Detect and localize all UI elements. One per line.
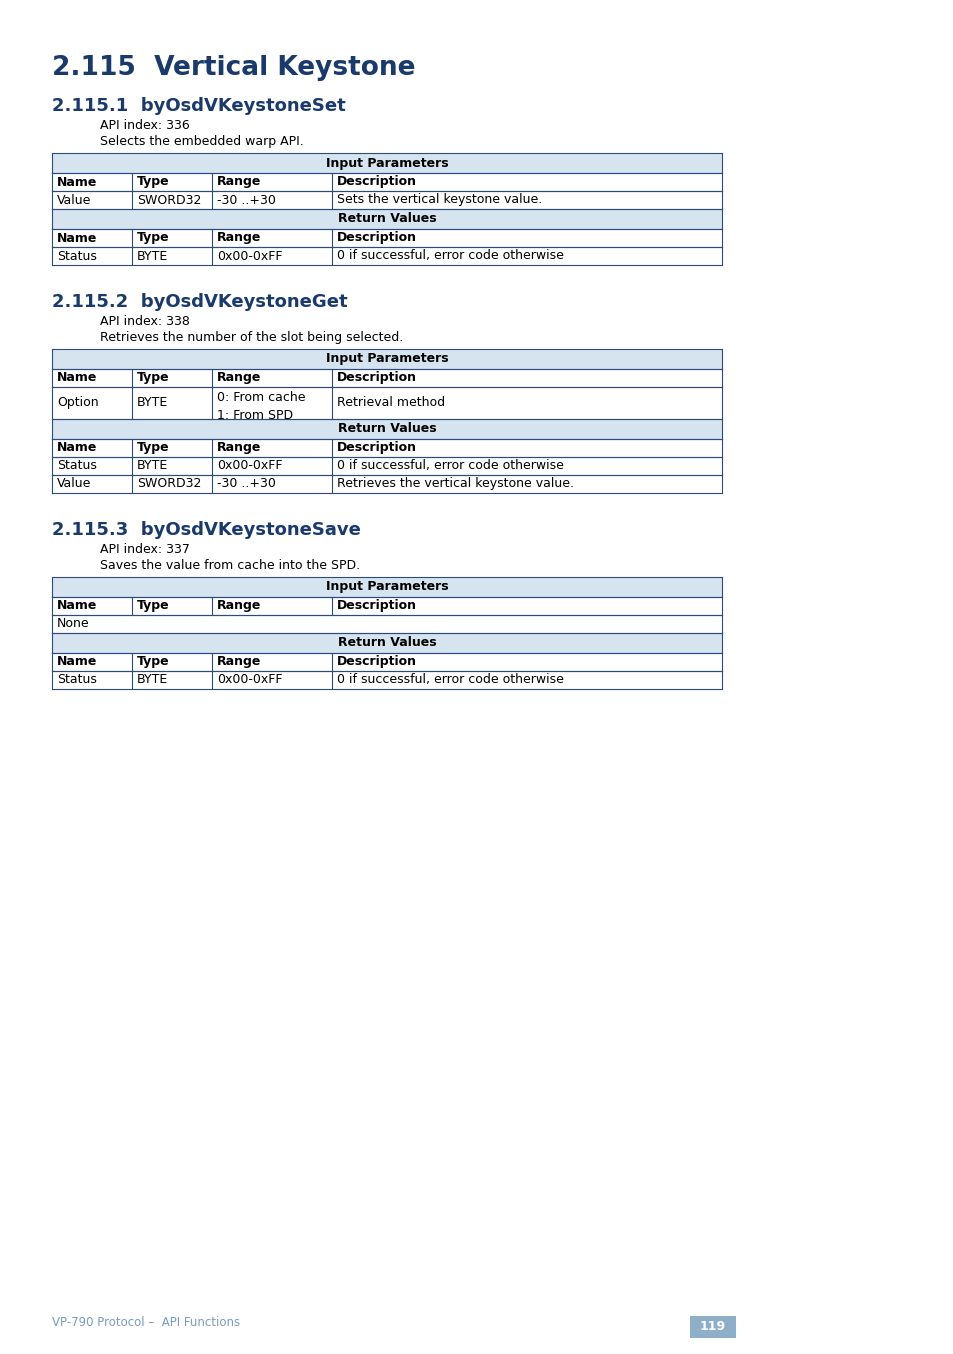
Text: Return Values: Return Values: [337, 213, 436, 226]
Text: 0x00-0xFF: 0x00-0xFF: [216, 249, 282, 263]
Bar: [689, 1316, 735, 1338]
Text: Type: Type: [137, 371, 170, 385]
Text: Range: Range: [216, 371, 261, 385]
Text: Type: Type: [137, 441, 170, 455]
Text: 0 if successful, error code otherwise: 0 if successful, error code otherwise: [336, 673, 563, 686]
Text: 0x00-0xFF: 0x00-0xFF: [216, 673, 282, 686]
Text: Input Parameters: Input Parameters: [325, 157, 448, 169]
Text: Sets the vertical keystone value.: Sets the vertical keystone value.: [336, 194, 541, 207]
Text: Value: Value: [57, 194, 91, 207]
Text: Retrieves the number of the slot being selected.: Retrieves the number of the slot being s…: [100, 330, 403, 344]
Text: Input Parameters: Input Parameters: [325, 581, 448, 593]
Text: SWORD32: SWORD32: [137, 194, 201, 207]
Text: Retrieves the vertical keystone value.: Retrieves the vertical keystone value.: [336, 478, 574, 490]
Text: Description: Description: [336, 600, 416, 612]
Text: BYTE: BYTE: [137, 397, 168, 409]
Text: 0 if successful, error code otherwise: 0 if successful, error code otherwise: [336, 459, 563, 473]
Bar: [52, 634, 721, 653]
Text: 2.115  Vertical Keystone: 2.115 Vertical Keystone: [52, 56, 416, 81]
Bar: [52, 209, 721, 229]
Bar: [52, 153, 721, 173]
Text: API index: 338: API index: 338: [100, 315, 190, 328]
Bar: [52, 349, 721, 370]
Text: Retrieval method: Retrieval method: [336, 397, 445, 409]
Text: Option: Option: [57, 397, 98, 409]
Text: Name: Name: [57, 441, 97, 455]
Text: 2.115.3  byOsdVKeystoneSave: 2.115.3 byOsdVKeystoneSave: [52, 521, 360, 539]
Text: Value: Value: [57, 478, 91, 490]
Text: Description: Description: [336, 371, 416, 385]
Text: Description: Description: [336, 232, 416, 245]
Text: Description: Description: [336, 441, 416, 455]
Text: 0x00-0xFF: 0x00-0xFF: [216, 459, 282, 473]
Text: -30 ..+30: -30 ..+30: [216, 194, 275, 207]
Text: Range: Range: [216, 600, 261, 612]
Text: SWORD32: SWORD32: [137, 478, 201, 490]
Text: 0: From cache: 0: From cache: [216, 391, 305, 403]
Text: -30 ..+30: -30 ..+30: [216, 478, 275, 490]
Text: 2.115.2  byOsdVKeystoneGet: 2.115.2 byOsdVKeystoneGet: [52, 292, 347, 311]
Text: API index: 336: API index: 336: [100, 119, 190, 131]
Text: Type: Type: [137, 176, 170, 188]
Text: Selects the embedded warp API.: Selects the embedded warp API.: [100, 135, 303, 148]
Text: Name: Name: [57, 371, 97, 385]
Bar: [52, 577, 721, 597]
Text: 1: From SPD: 1: From SPD: [216, 409, 293, 422]
Text: Description: Description: [336, 176, 416, 188]
Text: Type: Type: [137, 232, 170, 245]
Text: Name: Name: [57, 176, 97, 188]
Text: Type: Type: [137, 600, 170, 612]
Text: 0 if successful, error code otherwise: 0 if successful, error code otherwise: [336, 249, 563, 263]
Text: Name: Name: [57, 232, 97, 245]
Text: VP-790 Protocol –  API Functions: VP-790 Protocol – API Functions: [52, 1316, 240, 1328]
Text: Name: Name: [57, 655, 97, 669]
Text: Name: Name: [57, 600, 97, 612]
Text: 119: 119: [700, 1320, 725, 1334]
Text: Range: Range: [216, 655, 261, 669]
Text: Type: Type: [137, 655, 170, 669]
Text: BYTE: BYTE: [137, 249, 168, 263]
Text: BYTE: BYTE: [137, 673, 168, 686]
Text: Saves the value from cache into the SPD.: Saves the value from cache into the SPD.: [100, 559, 359, 571]
Text: API index: 337: API index: 337: [100, 543, 190, 556]
Text: Description: Description: [336, 655, 416, 669]
Text: Return Values: Return Values: [337, 422, 436, 436]
Text: None: None: [57, 617, 90, 631]
Text: Range: Range: [216, 232, 261, 245]
Text: Return Values: Return Values: [337, 636, 436, 650]
Bar: [52, 418, 721, 439]
Text: Range: Range: [216, 441, 261, 455]
Text: 2.115.1  byOsdVKeystoneSet: 2.115.1 byOsdVKeystoneSet: [52, 97, 345, 115]
Text: Status: Status: [57, 673, 97, 686]
Text: BYTE: BYTE: [137, 459, 168, 473]
Text: Input Parameters: Input Parameters: [325, 352, 448, 366]
Text: Status: Status: [57, 249, 97, 263]
Text: Range: Range: [216, 176, 261, 188]
Text: Status: Status: [57, 459, 97, 473]
